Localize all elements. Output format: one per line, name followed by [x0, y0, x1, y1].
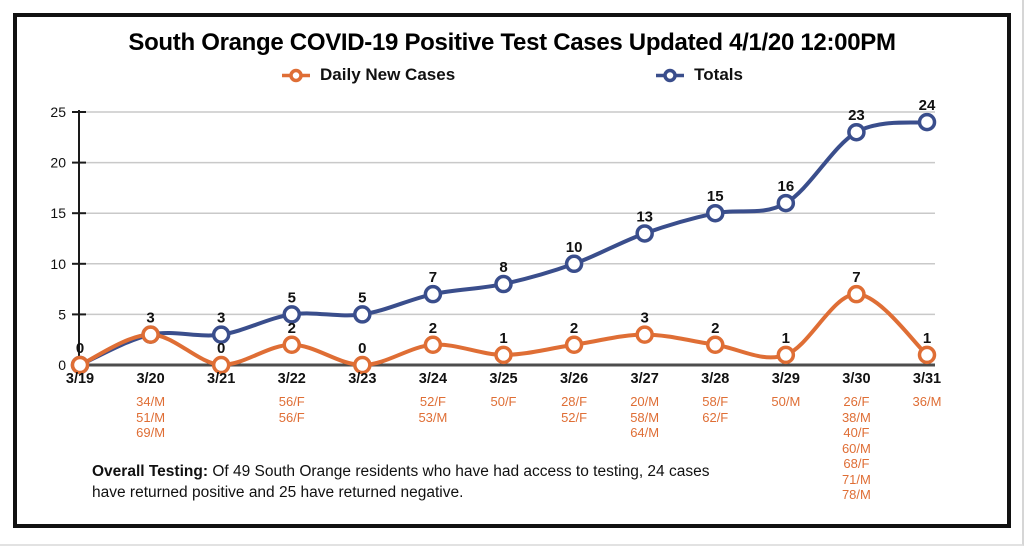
- legend-item-totals: Totals: [655, 65, 743, 85]
- x-axis-column: 3/19: [44, 371, 116, 387]
- case-detail-entry: 20/M: [630, 394, 660, 409]
- chart-title: South Orange COVID-19 Positive Test Case…: [128, 29, 896, 56]
- x-axis-column: 3/21: [185, 371, 257, 387]
- case-detail-list: 56/F 56/F: [256, 394, 328, 425]
- case-detail-entry: 64/M: [630, 425, 660, 440]
- case-detail-entry: 68/F: [843, 456, 870, 471]
- x-tick-label: 3/26: [559, 371, 589, 387]
- x-axis-column: 3/23: [326, 371, 398, 387]
- case-detail-entry: 28/F: [561, 394, 588, 409]
- x-tick-label: 3/30: [842, 371, 871, 387]
- x-axis-column: 3/24 52/F 53/M: [397, 371, 469, 425]
- case-detail-list: 26/F 38/M 40/F 60/M 68/F 71/M 78/M: [820, 394, 892, 503]
- case-detail-list: 34/M 51/M 69/M: [115, 394, 187, 441]
- case-detail-list: 28/F 52/F: [538, 394, 610, 425]
- case-detail-list: 20/M 58/M 64/M: [609, 394, 681, 441]
- x-tick-label: 3/22: [277, 371, 306, 387]
- case-detail-entry: 40/F: [843, 425, 870, 440]
- case-detail-entry: 50/F: [490, 394, 517, 409]
- x-axis-column: 3/29 50/M: [750, 371, 822, 410]
- case-detail-entry: 58/F: [702, 394, 729, 409]
- case-detail-entry: 62/F: [702, 409, 729, 425]
- chart-legend: Daily New Cases Totals: [17, 65, 1007, 85]
- case-detail-entry: 71/M: [841, 471, 871, 487]
- x-axis-column: 3/28 58/F 62/F: [679, 371, 751, 425]
- x-tick-label: 3/31: [912, 371, 942, 387]
- x-tick-label: 3/25: [489, 371, 518, 387]
- x-tick-label: 3/24: [418, 371, 448, 387]
- x-axis-column: 3/31 36/M: [891, 371, 963, 410]
- x-axis-column: 3/30 26/F 38/M 40/F 60/M 68/F 71/M 78/M: [820, 371, 892, 503]
- x-axis-column: 3/26 28/F 52/F: [538, 371, 610, 425]
- case-detail-list: 58/F 62/F: [679, 394, 751, 425]
- x-axis-column: 3/27 20/M 58/M 64/M: [609, 371, 681, 441]
- x-axis-column: 3/22 56/F 56/F: [256, 371, 328, 425]
- case-detail-entry: 78/M: [841, 487, 871, 502]
- x-tick-label: 3/23: [348, 371, 377, 387]
- case-detail-list: 50/M: [750, 394, 822, 410]
- x-tick-label: 3/20: [136, 371, 165, 387]
- case-detail-entry: 60/M: [841, 440, 871, 456]
- x-tick-label: 3/27: [630, 371, 659, 387]
- case-detail-entry: 52/F: [561, 409, 588, 425]
- x-tick-label: 3/29: [771, 371, 800, 387]
- x-tick-label: 3/19: [65, 371, 95, 387]
- case-detail-entry: 53/M: [418, 409, 448, 425]
- totals-series-marker-icon: [656, 68, 685, 82]
- overall-testing-note-text: Of 49 South Orange residents who have ha…: [92, 463, 710, 501]
- case-detail-entry: 69/M: [136, 425, 166, 440]
- daily-series-marker-icon: [282, 68, 311, 82]
- case-detail-entry: 36/M: [912, 394, 942, 409]
- case-detail-entry: 56/F: [278, 409, 305, 425]
- case-detail-entry: 34/M: [136, 394, 166, 409]
- case-detail-entry: 38/M: [841, 409, 871, 425]
- legend-item-daily-new-cases: Daily New Cases: [281, 65, 455, 85]
- case-detail-entry: 56/F: [278, 394, 305, 409]
- case-detail-entry: 26/F: [843, 394, 870, 409]
- case-detail-entry: 52/F: [419, 394, 446, 409]
- legend-label-totals: Totals: [694, 65, 743, 84]
- case-detail-entry: 58/M: [630, 409, 660, 425]
- overall-testing-note: Overall Testing: Of 49 South Orange resi…: [92, 461, 740, 503]
- x-axis-column: 3/20 34/M 51/M 69/M: [115, 371, 187, 441]
- case-detail-entry: 51/M: [136, 409, 166, 425]
- case-detail-list: 50/F: [468, 394, 540, 410]
- case-detail-list: 52/F 53/M: [397, 394, 469, 425]
- x-tick-label: 3/21: [207, 371, 236, 387]
- legend-label-daily-new-cases: Daily New Cases: [320, 65, 456, 84]
- overall-testing-note-label: Overall Testing:: [92, 463, 208, 480]
- case-detail-list: 36/M: [891, 394, 963, 410]
- case-detail-entry: 50/M: [771, 394, 801, 409]
- x-tick-label: 3/28: [701, 371, 730, 387]
- x-axis-column: 3/25 50/F: [468, 371, 540, 410]
